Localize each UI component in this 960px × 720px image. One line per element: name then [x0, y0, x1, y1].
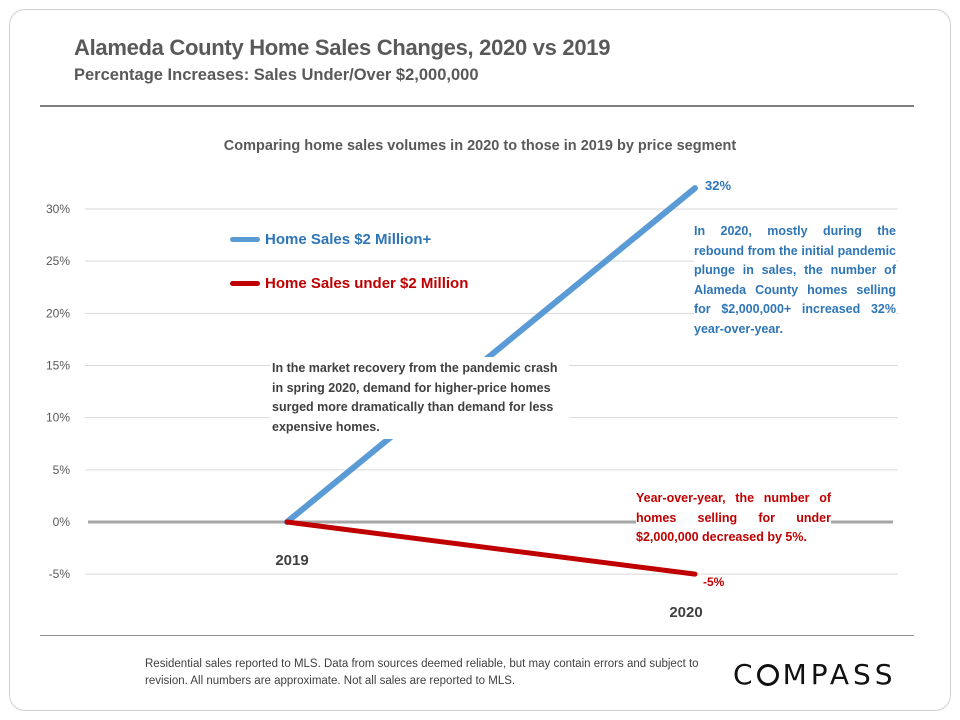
divider	[40, 635, 914, 636]
page-title: Alameda County Home Sales Changes, 2020 …	[74, 35, 611, 60]
legend-swatch	[230, 237, 260, 242]
y-tick-label: 10%	[46, 411, 70, 425]
legend-item-under-2m: Home Sales under $2 Million	[230, 275, 468, 292]
x-tick-label: 2020	[669, 604, 702, 621]
annotation-red: Year-over-year, the number of homes sell…	[636, 489, 831, 548]
y-tick-label: 20%	[46, 306, 70, 320]
divider	[40, 105, 914, 107]
legend-label: Home Sales under $2 Million	[265, 275, 469, 292]
y-tick-label: 25%	[46, 254, 70, 268]
y-tick-label: -5%	[49, 567, 71, 581]
slide-frame	[9, 9, 951, 711]
page-subtitle: Percentage Increases: Sales Under/Over $…	[74, 66, 479, 84]
chart-title: Comparing home sales volumes in 2020 to …	[223, 138, 737, 154]
data-label: -5%	[703, 575, 725, 589]
data-label: 32%	[705, 178, 731, 193]
disclaimer: Residential sales reported to MLS. Data …	[145, 658, 699, 687]
legend-label: Home Sales $2 Million+	[265, 231, 432, 248]
y-tick-label: 30%	[46, 202, 70, 216]
y-tick-label: 15%	[46, 359, 70, 373]
compass-logo: C MPASS	[733, 658, 897, 691]
annotation-blue: In 2020, mostly during the rebound from …	[694, 222, 896, 339]
legend-swatch	[230, 281, 260, 286]
y-tick-label: 5%	[53, 463, 71, 477]
legend-item-over-2m: Home Sales $2 Million+	[230, 231, 431, 248]
annotation-center: In the market recovery from the pandemic…	[270, 357, 569, 439]
x-tick-label: 2019	[275, 552, 308, 569]
y-tick-label: 0%	[53, 515, 71, 529]
series-line	[284, 185, 698, 525]
series-line	[284, 519, 698, 577]
